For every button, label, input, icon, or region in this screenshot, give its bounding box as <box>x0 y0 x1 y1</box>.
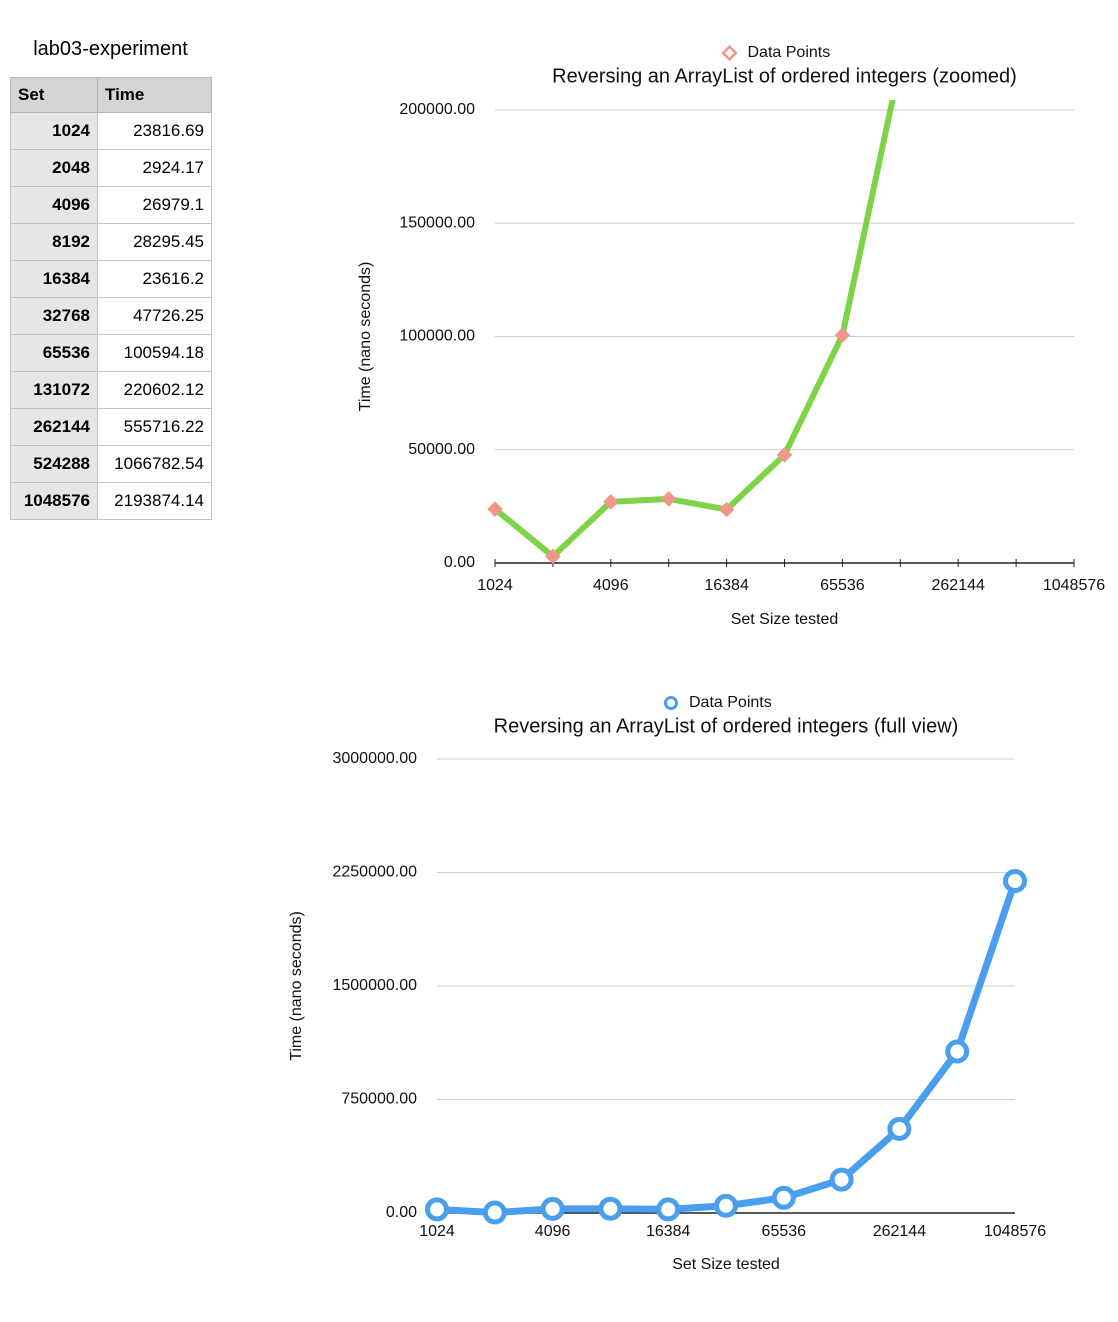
data-point <box>540 1196 565 1221</box>
x-tick-label: 1024 <box>477 577 513 594</box>
data-point <box>829 1167 854 1192</box>
x-axis-title: Set Size tested <box>731 611 839 628</box>
y-axis-title: Time (nano seconds) <box>288 911 305 1061</box>
y-tick-label: 0.00 <box>444 554 475 571</box>
table-cell: 555716.22 <box>97 408 212 446</box>
y-tick-label: 100000.00 <box>399 328 475 345</box>
data-point <box>425 1197 449 1222</box>
x-tick-label: 65536 <box>762 1223 807 1240</box>
data-point <box>545 548 561 565</box>
legend-label: Data Points <box>748 44 831 61</box>
data-table: Set Time 1024 23816.69 2048 2924.17 4096 26979… <box>10 77 212 520</box>
x-tick-label: 4096 <box>593 577 629 594</box>
y-tick-label: 0.00 <box>386 1204 417 1221</box>
y-tick-label: 2250000.00 <box>332 864 417 881</box>
table-row: 4096 26979.1 <box>10 186 212 224</box>
data-point <box>714 1193 738 1218</box>
x-tick-label: 4096 <box>535 1223 571 1240</box>
table-cell: 2193874.14 <box>97 482 212 520</box>
table-row: 131072 220602.12 <box>10 371 212 409</box>
x-tick-label: 1024 <box>419 1223 455 1240</box>
x-tick-label: 16384 <box>704 577 749 594</box>
table-cell: 4096 <box>10 186 98 224</box>
x-tick-label: 262144 <box>873 1223 926 1240</box>
data-point <box>887 1116 912 1141</box>
y-tick-label: 200000.00 <box>399 101 475 118</box>
data-line <box>436 879 1019 1217</box>
data-point <box>656 1197 681 1222</box>
legend-label: Data Points <box>689 694 772 711</box>
y-tick-label: 1500000.00 <box>332 977 417 994</box>
table-cell: 131072 <box>10 371 98 409</box>
table-cell: 23816.69 <box>97 112 212 150</box>
table-cell: 32768 <box>10 297 98 335</box>
data-point <box>945 1039 970 1064</box>
chart-title: Reversing an ArrayList of ordered intege… <box>494 715 959 737</box>
data-point <box>660 491 677 507</box>
table-cell: 524288 <box>10 445 98 483</box>
y-tick-label: 50000.00 <box>408 441 475 458</box>
y-tick-label: 150000.00 <box>399 214 475 231</box>
legend-marker <box>664 696 678 710</box>
data-point <box>771 1185 796 1210</box>
table-row: 2048 2924.17 <box>10 149 212 187</box>
table-cell: 1024 <box>10 112 98 150</box>
legend-marker <box>721 44 738 62</box>
data-point <box>1003 868 1027 893</box>
table-row: 524288 1066782.54 <box>10 445 212 483</box>
data-point <box>482 1200 507 1225</box>
table-row: 32768 47726.25 <box>10 297 212 335</box>
x-tick-label: 1048576 <box>984 1223 1046 1240</box>
x-tick-label: 16384 <box>646 1223 691 1240</box>
table-row: 1048576 2193874.14 <box>10 482 212 520</box>
y-axis-title: Time (nano seconds) <box>357 262 374 412</box>
table-cell: 65536 <box>10 334 98 372</box>
y-tick-label: 3000000.00 <box>332 750 417 767</box>
table-cell: 1048576 <box>10 482 98 520</box>
y-tick-label: 750000.00 <box>341 1091 417 1108</box>
table-cell: 8192 <box>10 223 98 261</box>
x-tick-label: 65536 <box>820 577 865 594</box>
table-cell: 23616.2 <box>97 260 212 298</box>
table-cell: 2048 <box>10 149 98 187</box>
plot-area <box>425 868 1027 1225</box>
table-title: lab03-experiment <box>33 38 188 60</box>
x-tick-label: 1048576 <box>1043 577 1105 594</box>
chart-title: Reversing an ArrayList of ordered intege… <box>552 65 1017 87</box>
column-header: Time <box>97 77 212 113</box>
x-tick-label: 262144 <box>932 577 985 594</box>
data-point <box>598 1196 623 1221</box>
table-cell: 2924.17 <box>97 149 212 187</box>
x-axis-title: Set Size tested <box>672 1256 780 1273</box>
table-row: 1024 23816.69 <box>10 112 212 150</box>
